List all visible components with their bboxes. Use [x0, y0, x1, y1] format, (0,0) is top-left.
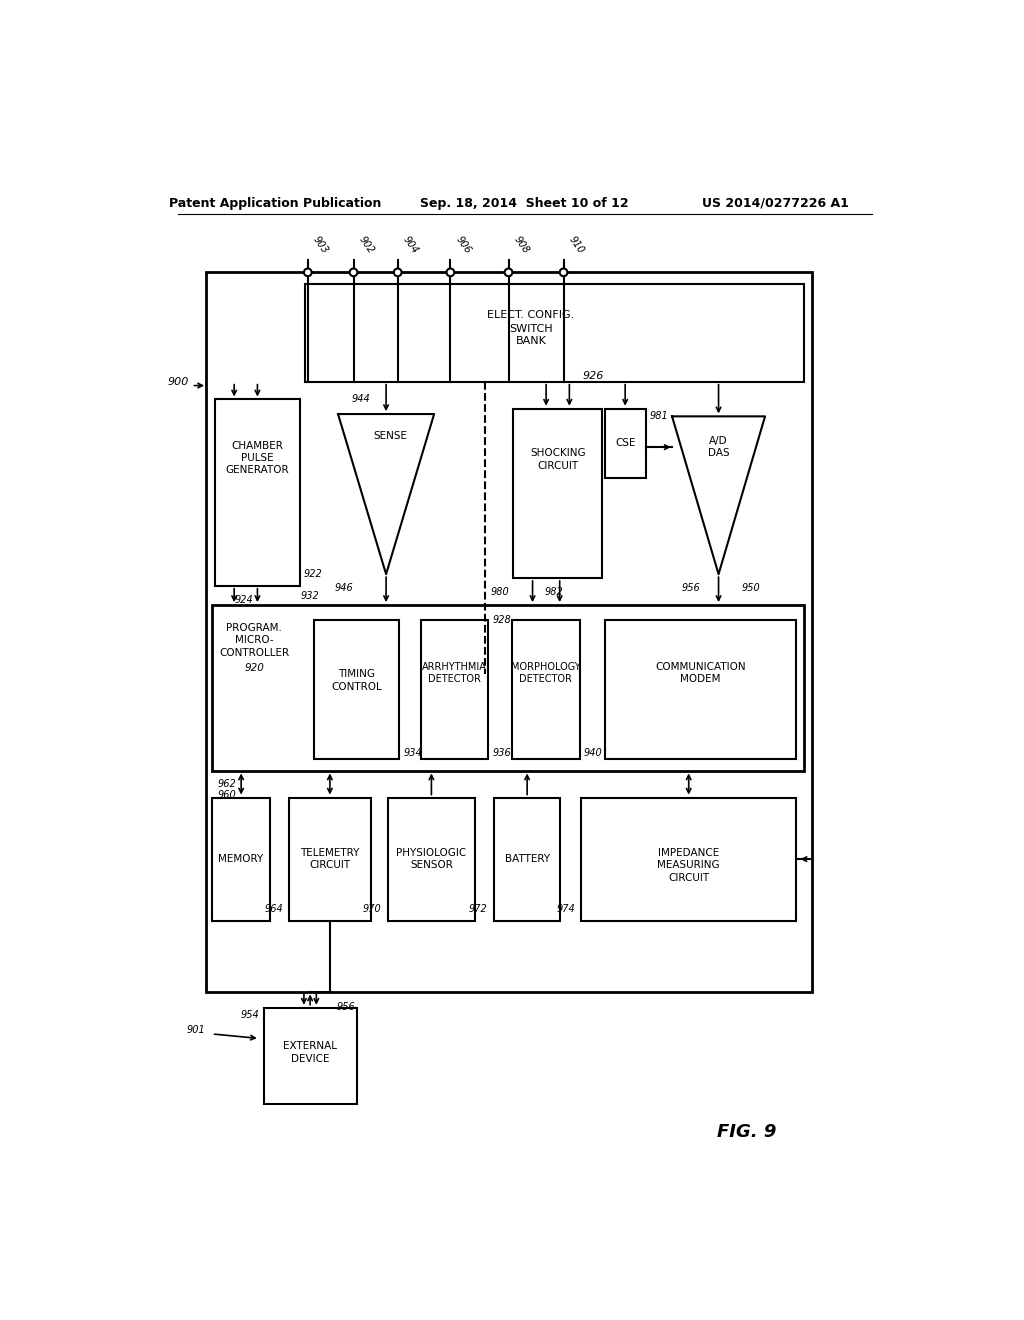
Circle shape [446, 268, 455, 276]
Text: GENERATOR: GENERATOR [225, 465, 289, 475]
Bar [305, 284, 804, 381]
Text: SENSOR: SENSOR [410, 861, 453, 870]
Text: CSE: CSE [615, 438, 636, 449]
Text: PROGRAM.: PROGRAM. [226, 623, 283, 634]
Polygon shape [672, 416, 765, 574]
Circle shape [560, 268, 567, 276]
Text: 980: 980 [490, 587, 509, 597]
Text: 981: 981 [649, 412, 669, 421]
Bar [513, 409, 602, 578]
Bar [314, 620, 399, 759]
Text: 904: 904 [400, 235, 420, 256]
Text: 940: 940 [584, 748, 602, 758]
Text: US 2014/0277226 A1: US 2014/0277226 A1 [701, 197, 849, 210]
Text: 901: 901 [186, 1026, 206, 1035]
Text: SWITCH: SWITCH [509, 323, 553, 334]
Text: 970: 970 [362, 904, 381, 915]
Text: Patent Application Publication: Patent Application Publication [169, 197, 381, 210]
Bar [212, 797, 270, 921]
Text: MODEM: MODEM [680, 675, 721, 684]
Bar [206, 272, 812, 991]
Text: A/D: A/D [710, 436, 728, 446]
Text: CIRCUIT: CIRCUIT [309, 861, 350, 870]
Text: CIRCUIT: CIRCUIT [668, 873, 710, 883]
Text: 946: 946 [335, 583, 353, 593]
Text: 972: 972 [469, 904, 487, 915]
Text: 974: 974 [556, 904, 575, 915]
Text: CHAMBER: CHAMBER [231, 441, 284, 450]
Bar [212, 605, 804, 771]
Bar [215, 400, 300, 586]
Text: 956: 956 [336, 1002, 355, 1012]
Text: MICRO-: MICRO- [236, 635, 273, 645]
Text: 956: 956 [681, 583, 700, 593]
Bar [263, 1007, 356, 1104]
Text: 924: 924 [234, 594, 253, 605]
Text: COMMUNICATION: COMMUNICATION [655, 661, 745, 672]
Text: 900: 900 [167, 376, 188, 387]
Text: MEASURING: MEASURING [657, 861, 720, 870]
Bar [421, 620, 488, 759]
Text: 962: 962 [217, 779, 236, 789]
Text: 902: 902 [356, 235, 376, 256]
Text: Sep. 18, 2014  Sheet 10 of 12: Sep. 18, 2014 Sheet 10 of 12 [421, 197, 629, 210]
Bar [604, 620, 796, 759]
Bar [582, 797, 796, 921]
Circle shape [304, 268, 311, 276]
Bar [289, 797, 371, 921]
Text: TIMING: TIMING [338, 669, 375, 680]
Text: ARRHYTHMIA: ARRHYTHMIA [422, 661, 487, 672]
Bar [388, 797, 475, 921]
Text: 944: 944 [352, 393, 371, 404]
Text: DETECTOR: DETECTOR [519, 675, 572, 684]
Text: CIRCUIT: CIRCUIT [538, 461, 579, 471]
Text: 926: 926 [583, 371, 604, 380]
Text: IMPEDANCE: IMPEDANCE [658, 847, 719, 858]
Text: 910: 910 [566, 235, 586, 256]
Circle shape [394, 268, 401, 276]
Text: 982: 982 [544, 587, 563, 597]
Polygon shape [338, 414, 434, 574]
Text: EXTERNAL: EXTERNAL [283, 1041, 337, 1051]
Text: CONTROLLER: CONTROLLER [219, 648, 290, 657]
Bar [604, 409, 646, 478]
Text: MORPHOLOGY: MORPHOLOGY [511, 661, 581, 672]
Text: 903: 903 [311, 235, 330, 256]
Text: BATTERY: BATTERY [505, 854, 550, 865]
Text: FIG. 9: FIG. 9 [717, 1123, 776, 1142]
Text: SHOCKING: SHOCKING [530, 449, 586, 458]
Circle shape [349, 268, 357, 276]
Text: 906: 906 [454, 235, 472, 256]
Text: 908: 908 [512, 235, 530, 256]
Text: 934: 934 [403, 748, 422, 758]
Text: CONTROL: CONTROL [331, 681, 382, 692]
Bar [512, 620, 580, 759]
Text: DAS: DAS [708, 449, 729, 458]
Text: MEMORY: MEMORY [218, 854, 263, 865]
Text: 928: 928 [493, 615, 511, 626]
Text: 960: 960 [217, 791, 236, 800]
Text: 936: 936 [493, 748, 511, 758]
Text: ELECT. CONFIG.: ELECT. CONFIG. [487, 310, 574, 319]
Text: PULSE: PULSE [241, 453, 273, 463]
Text: BANK: BANK [515, 335, 547, 346]
Text: DETECTOR: DETECTOR [428, 675, 481, 684]
Text: 954: 954 [241, 1010, 260, 1020]
Text: DEVICE: DEVICE [291, 1053, 330, 1064]
Circle shape [505, 268, 512, 276]
Text: SENSE: SENSE [373, 430, 407, 441]
Bar [494, 797, 560, 921]
Text: 950: 950 [741, 583, 761, 593]
Text: 932: 932 [301, 591, 319, 601]
Text: PHYSIOLOGIC: PHYSIOLOGIC [396, 847, 467, 858]
Text: 964: 964 [264, 904, 283, 915]
Text: 922: 922 [304, 569, 323, 579]
Text: TELEMETRY: TELEMETRY [300, 847, 359, 858]
Text: 920: 920 [245, 663, 264, 673]
